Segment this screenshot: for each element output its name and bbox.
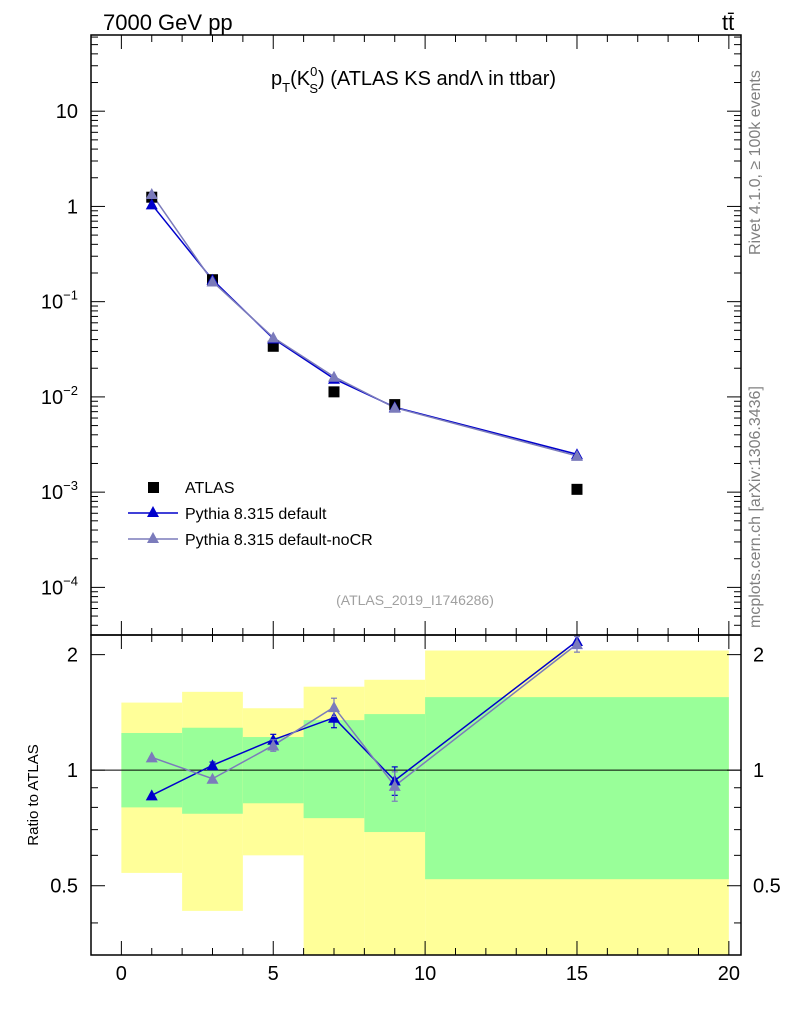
mc-data-point — [388, 401, 401, 413]
ratio-green-band — [303, 720, 365, 819]
title-p: p — [271, 68, 282, 90]
ratio-y-axis-label: Ratio to ATLAS — [25, 744, 42, 845]
ratio-series-lines — [151, 640, 578, 796]
atlas-data-point — [267, 340, 279, 352]
title-tail: in ttbar) — [488, 68, 556, 90]
ratio-green-band — [425, 697, 729, 880]
ratio-data-point — [145, 751, 158, 763]
main-y-tick-label: 10−2 — [41, 383, 78, 409]
tick-base: 10 — [41, 482, 63, 504]
title-k: (K — [290, 68, 311, 90]
title-sup-0: 0 — [310, 64, 317, 79]
tick-exponent: −3 — [63, 478, 78, 493]
main-series-lines — [151, 193, 578, 457]
ratio-data-point — [145, 789, 158, 801]
ratio-y-tick-label-right: 1 — [753, 760, 764, 782]
analysis-watermark: (ATLAS_2019_I1746286) — [336, 592, 494, 608]
mc-data-point — [327, 370, 340, 382]
ratio-data-point — [206, 772, 219, 784]
tick-exponent: −4 — [63, 573, 78, 588]
mc-data-point — [267, 331, 280, 343]
x-tick-label: 10 — [414, 963, 436, 985]
legend-marker-nocr — [147, 532, 159, 543]
ratio-data-point — [206, 759, 219, 771]
tick-exponent: −1 — [63, 288, 78, 303]
ratio-data-point — [327, 701, 340, 713]
x-tick-label: 0 — [116, 963, 127, 985]
tick-base: 10 — [41, 387, 63, 409]
ratio-axis-ticks — [91, 635, 741, 955]
ratio-tick-labels: 0.5 0.51 12 20 5 10 15 20 — [50, 645, 781, 985]
process-label: tt̄ — [722, 10, 734, 35]
ratio-data-marks — [145, 635, 583, 802]
atlas-data-point — [328, 386, 340, 398]
main-series-line — [151, 193, 578, 457]
ratio-data-point — [388, 779, 401, 791]
main-y-tick-label: 10 — [56, 101, 78, 123]
tick-base: 10 — [41, 292, 63, 314]
legend-label-default: Pythia 8.315 default — [185, 506, 327, 523]
plot-title: pT(K0 S) (ATLAS KS andΛ in ttbar) — [271, 64, 556, 96]
ratio-data-point — [327, 711, 340, 723]
mc-data-point — [145, 188, 158, 200]
tick-exponent: −2 — [63, 383, 78, 398]
legend-label-nocr: Pythia 8.315 default-noCR — [185, 532, 373, 549]
ratio-y-tick-label-right: 0.5 — [753, 876, 781, 898]
main-y-tick-label: 10−3 — [41, 478, 78, 504]
mc-data-point — [145, 198, 158, 210]
energy-label: 7000 GeV pp — [103, 10, 233, 35]
ratio-series-line — [151, 643, 578, 787]
ratio-series-line — [151, 640, 578, 796]
ratio-plot-panel: 0.5 0.51 12 20 5 10 15 20 Ratio to ATLAS — [25, 634, 781, 985]
x-tick-label: 15 — [566, 963, 588, 985]
ratio-y-tick-label-left: 2 — [67, 645, 78, 667]
ratio-y-tick-label-left: 1 — [67, 760, 78, 782]
main-data-marks — [145, 188, 583, 495]
rivet-version-label: Rivet 4.1.0, ≥ 100k events — [747, 70, 764, 255]
main-y-tick-label: 10−1 — [41, 288, 78, 314]
title-lambda: Λ — [470, 68, 484, 90]
main-axis-ticks — [91, 35, 741, 635]
ratio-data-point — [570, 638, 583, 650]
legend: ATLAS Pythia 8.315 default Pythia 8.315 … — [128, 480, 373, 549]
title-sub-t: T — [282, 80, 290, 95]
legend-label-atlas: ATLAS — [185, 480, 235, 497]
ratio-data-point — [267, 739, 280, 751]
x-tick-label: 5 — [268, 963, 279, 985]
title-rest: ) (ATLAS KS and — [318, 68, 470, 90]
tick-base: 10 — [41, 577, 63, 599]
main-y-tick-label: 10−4 — [41, 573, 78, 599]
legend-marker-atlas — [148, 482, 159, 493]
atlas-data-point — [571, 483, 583, 495]
mc-data-point — [206, 275, 219, 287]
title-sub-s: S — [309, 81, 318, 96]
main-series-line — [151, 203, 578, 455]
mc-data-point — [570, 449, 583, 461]
mcplots-label: mcplots.cern.ch [arXiv:1306.3436] — [747, 386, 764, 628]
ratio-green-band — [182, 727, 243, 814]
legend-marker-default — [147, 506, 159, 517]
ratio-y-tick-label-left: 0.5 — [50, 876, 78, 898]
ratio-frame — [90, 634, 742, 956]
x-tick-label: 20 — [718, 963, 740, 985]
main-y-tick-label: 1 — [67, 196, 78, 218]
ratio-y-tick-label-right: 2 — [753, 645, 764, 667]
ratio-uncertainty-bands — [121, 650, 729, 955]
